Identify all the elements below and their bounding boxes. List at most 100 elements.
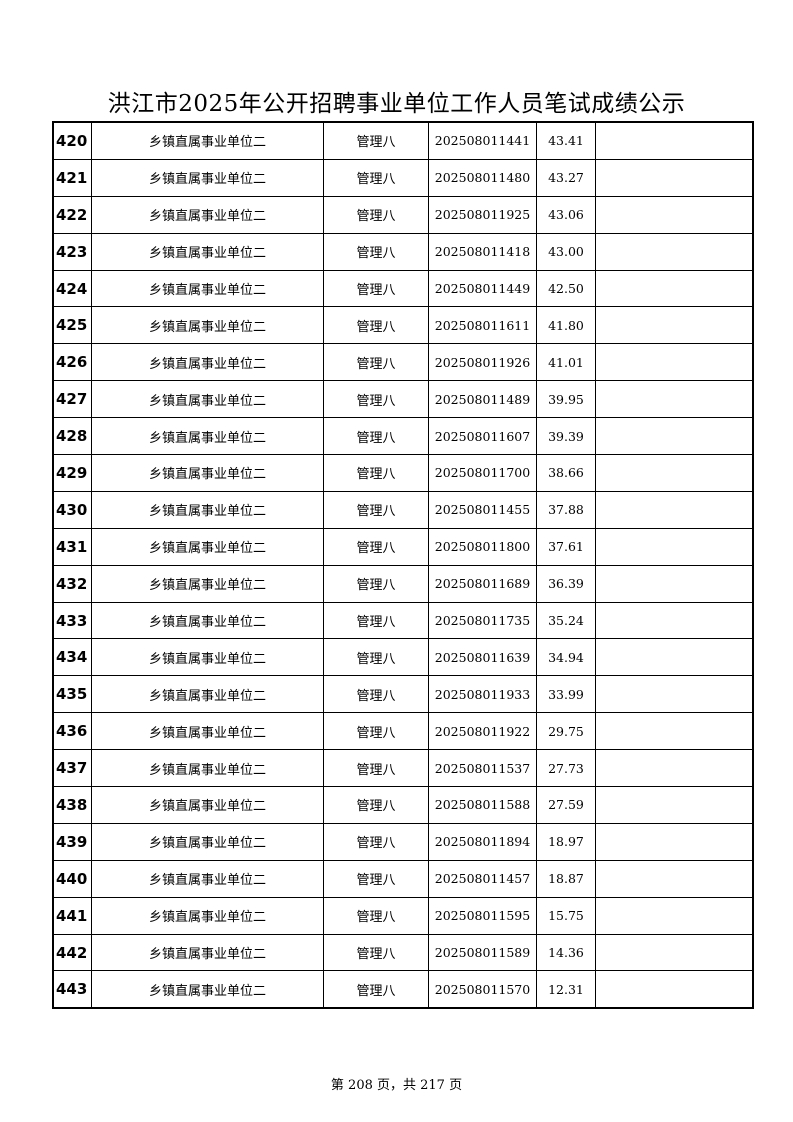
note-cell (595, 306, 754, 345)
unit-name-cell: 乡镇直属事业单位二 (91, 454, 324, 492)
unit-name-cell: 乡镇直属事业单位二 (91, 749, 324, 788)
position-name-cell: 管理八 (323, 121, 429, 160)
row-number-cell: 443 (52, 970, 92, 1009)
unit-name-cell: 乡镇直属事业单位二 (91, 121, 324, 160)
table-row: 441 乡镇直属事业单位二 管理八 202508011595 15.75 (52, 896, 754, 935)
score-cell: 43.41 (536, 121, 596, 160)
score-cell: 43.06 (536, 195, 596, 234)
note-cell (595, 269, 754, 308)
row-number-cell: 438 (52, 786, 92, 824)
unit-name-cell: 乡镇直属事业单位二 (91, 343, 324, 382)
table-row: 432 乡镇直属事业单位二 管理八 202508011689 36.39 (52, 564, 754, 603)
exam-id-cell: 202508011595 (428, 896, 537, 935)
position-name-cell: 管理八 (323, 158, 429, 197)
score-cell: 39.95 (536, 380, 596, 419)
unit-name-cell: 乡镇直属事业单位二 (91, 786, 324, 824)
unit-name-cell: 乡镇直属事业单位二 (91, 970, 324, 1009)
row-number-cell: 421 (52, 158, 92, 197)
exam-id-cell: 202508011588 (428, 786, 537, 824)
table-row: 433 乡镇直属事业单位二 管理八 202508011735 35.24 (52, 601, 754, 640)
note-cell (595, 749, 754, 788)
note-cell (595, 454, 754, 492)
table-row: 428 乡镇直属事业单位二 管理八 202508011607 39.39 (52, 417, 754, 456)
position-name-cell: 管理八 (323, 454, 429, 492)
position-name-cell: 管理八 (323, 822, 429, 861)
score-cell: 38.66 (536, 454, 596, 492)
exam-id-cell: 202508011537 (428, 749, 537, 788)
position-name-cell: 管理八 (323, 712, 429, 751)
position-name-cell: 管理八 (323, 638, 429, 677)
page-footer: 第 208 页，共 217 页 (330, 1078, 463, 1093)
unit-name-cell: 乡镇直属事业单位二 (91, 675, 324, 714)
note-cell (595, 232, 754, 271)
note-cell (595, 527, 754, 566)
position-name-cell: 管理八 (323, 527, 429, 566)
note-cell (595, 417, 754, 456)
row-number-cell: 424 (52, 269, 92, 308)
score-cell: 34.94 (536, 638, 596, 677)
score-cell: 42.50 (536, 269, 596, 308)
exam-id-cell: 202508011607 (428, 417, 537, 456)
exam-id-cell: 202508011925 (428, 195, 537, 234)
note-cell (595, 933, 754, 972)
score-cell: 41.80 (536, 306, 596, 345)
position-name-cell: 管理八 (323, 859, 429, 898)
table-row: 431 乡镇直属事业单位二 管理八 202508011800 37.61 (52, 527, 754, 566)
table-row: 425 乡镇直属事业单位二 管理八 202508011611 41.80 (52, 306, 754, 345)
row-number-cell: 434 (52, 638, 92, 677)
exam-id-cell: 202508011457 (428, 859, 537, 898)
score-cell: 18.97 (536, 822, 596, 861)
table-row: 439 乡镇直属事业单位二 管理八 202508011894 18.97 (52, 822, 754, 861)
unit-name-cell: 乡镇直属事业单位二 (91, 712, 324, 751)
table-row: 420 乡镇直属事业单位二 管理八 202508011441 43.41 (52, 121, 754, 160)
note-cell (595, 675, 754, 714)
table-row: 429 乡镇直属事业单位二 管理八 202508011700 38.66 (52, 454, 754, 492)
position-name-cell: 管理八 (323, 786, 429, 824)
score-cell: 41.01 (536, 343, 596, 382)
unit-name-cell: 乡镇直属事业单位二 (91, 822, 324, 861)
table-row: 440 乡镇直属事业单位二 管理八 202508011457 18.87 (52, 859, 754, 898)
score-cell: 39.39 (536, 417, 596, 456)
row-number-cell: 435 (52, 675, 92, 714)
note-cell (595, 490, 754, 529)
position-name-cell: 管理八 (323, 749, 429, 788)
exam-id-cell: 202508011441 (428, 121, 537, 160)
note-cell (595, 712, 754, 751)
unit-name-cell: 乡镇直属事业单位二 (91, 232, 324, 271)
row-number-cell: 427 (52, 380, 92, 419)
row-number-cell: 442 (52, 933, 92, 972)
exam-id-cell: 202508011800 (428, 527, 537, 566)
row-number-cell: 436 (52, 712, 92, 751)
unit-name-cell: 乡镇直属事业单位二 (91, 859, 324, 898)
row-number-cell: 423 (52, 232, 92, 271)
unit-name-cell: 乡镇直属事业单位二 (91, 896, 324, 935)
position-name-cell: 管理八 (323, 675, 429, 714)
score-cell: 36.39 (536, 564, 596, 603)
exam-id-cell: 202508011926 (428, 343, 537, 382)
score-cell: 14.36 (536, 933, 596, 972)
row-number-cell: 439 (52, 822, 92, 861)
unit-name-cell: 乡镇直属事业单位二 (91, 306, 324, 345)
row-number-cell: 422 (52, 195, 92, 234)
position-name-cell: 管理八 (323, 269, 429, 308)
score-cell: 27.73 (536, 749, 596, 788)
exam-id-cell: 202508011700 (428, 454, 537, 492)
unit-name-cell: 乡镇直属事业单位二 (91, 564, 324, 603)
table-row: 438 乡镇直属事业单位二 管理八 202508011588 27.59 (52, 786, 754, 824)
unit-name-cell: 乡镇直属事业单位二 (91, 195, 324, 234)
row-number-cell: 431 (52, 527, 92, 566)
position-name-cell: 管理八 (323, 601, 429, 640)
row-number-cell: 430 (52, 490, 92, 529)
note-cell (595, 638, 754, 677)
table-row: 435 乡镇直属事业单位二 管理八 202508011933 33.99 (52, 675, 754, 714)
exam-id-cell: 202508011449 (428, 269, 537, 308)
unit-name-cell: 乡镇直属事业单位二 (91, 601, 324, 640)
position-name-cell: 管理八 (323, 343, 429, 382)
score-cell: 27.59 (536, 786, 596, 824)
note-cell (595, 601, 754, 640)
unit-name-cell: 乡镇直属事业单位二 (91, 158, 324, 197)
table-row: 436 乡镇直属事业单位二 管理八 202508011922 29.75 (52, 712, 754, 751)
score-cell: 18.87 (536, 859, 596, 898)
row-number-cell: 440 (52, 859, 92, 898)
score-table: 420 乡镇直属事业单位二 管理八 202508011441 43.41 421 乡镇直属事… (52, 121, 754, 1010)
